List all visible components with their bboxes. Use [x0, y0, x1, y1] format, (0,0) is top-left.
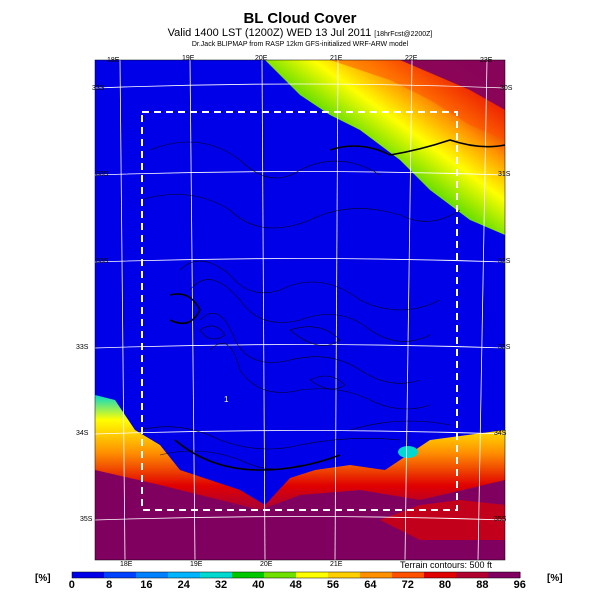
scale-label: 40 [252, 579, 265, 591]
scale-label: 72 [401, 579, 414, 591]
parallel-35s [94, 516, 506, 521]
right-lat-label-32s: 32S [498, 258, 511, 265]
inner-domain-box [141, 111, 458, 511]
forecast-offset-text: [18hrFcst@2200Z] [374, 31, 433, 38]
left-lat-label-6: 35S [80, 516, 93, 523]
right-lat-label-30s: 30S [500, 85, 513, 92]
scale-label: 16 [140, 579, 153, 591]
scale-label: 48 [289, 579, 302, 591]
top-lon-label-23e: 23E [480, 57, 493, 64]
left-lat-label-1: 33S [92, 85, 105, 92]
parallel-32s [94, 258, 506, 263]
legend-unit-right: [%] [547, 573, 563, 584]
parallel-33s [94, 344, 506, 349]
meridian-20e [261, 59, 266, 561]
scale-label: 8 [106, 579, 113, 591]
scale-label: 64 [364, 579, 377, 591]
top-lon-label-19e: 19E [182, 55, 195, 62]
map-frame [94, 59, 506, 561]
parallel-31s [94, 171, 506, 176]
left-lat-label-2: 33S [96, 171, 109, 178]
meridian-19e [189, 59, 196, 561]
legend-unit-left: [%] [35, 573, 51, 584]
map-title: BL Cloud Cover [243, 10, 357, 27]
scale-label: 24 [177, 579, 190, 591]
top-lon-label-21e: 21E [330, 55, 343, 62]
right-lat-label-35s: 35S [494, 516, 507, 523]
top-lon-label-20e: 20E [255, 55, 268, 62]
terrain-contour-note: Terrain contours: 500 ft [400, 560, 493, 570]
meridian-23e [477, 59, 488, 561]
coastal-cyan-patch [398, 446, 418, 458]
parallel-30s [94, 83, 506, 89]
parallel-34s [94, 430, 506, 435]
left-lat-label-5: 34S [76, 430, 89, 437]
ne-cloud-max [400, 60, 505, 110]
scale-label: 32 [214, 579, 228, 591]
left-lat-label-3: 33S [96, 258, 109, 265]
bottom-lon-label-18e: 18E [120, 561, 133, 568]
meridian-22e [404, 59, 413, 561]
scale-label: 0 [68, 579, 75, 591]
right-lat-label-31s: 31S [498, 171, 511, 178]
meridian-21e [334, 59, 339, 561]
scale-label: 88 [476, 579, 489, 591]
top-lon-label-18e: 18E [107, 57, 120, 64]
valid-time-subtitle: Valid 1400 LST (1200Z) WED 13 Jul 2011 [… [0, 27, 600, 39]
major-contours [169, 139, 506, 471]
bottom-lon-label-21e: 21E [330, 561, 343, 568]
valid-time-text: Valid 1400 LST (1200Z) WED 13 Jul 2011 [167, 27, 372, 39]
graticule [94, 59, 506, 561]
scale-label: 96 [513, 579, 526, 591]
left-lat-label-4: 33S [76, 344, 89, 351]
meridian-18e [119, 59, 126, 561]
south-ocean-high-cover [95, 470, 505, 560]
right-lat-label-33s: 33S [498, 344, 511, 351]
terrain-contours [139, 141, 461, 470]
model-credit: Dr.Jack BLIPMAP from RASP 12km GFS-initi… [191, 41, 409, 48]
bottom-lon-label-20e: 20E [260, 561, 273, 568]
bottom-lon-label-19e: 19E [190, 561, 203, 568]
top-lon-label-22e: 22E [405, 55, 418, 62]
point-marker: 1 [224, 395, 229, 404]
right-lat-label-34s: 34S [494, 430, 507, 437]
scale-label: 80 [438, 579, 452, 591]
scale-label: 56 [326, 579, 340, 591]
